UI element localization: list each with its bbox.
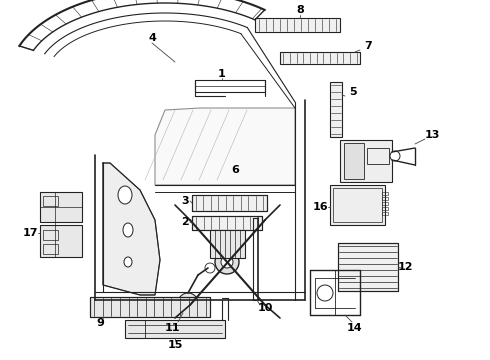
Text: 17: 17 (22, 228, 38, 238)
Text: 7: 7 (364, 41, 372, 51)
Circle shape (183, 298, 193, 308)
Bar (340, 140, 392, 182)
Bar (192, 195, 267, 211)
Text: 15: 15 (167, 340, 183, 350)
Bar (192, 216, 262, 230)
Bar (382, 202, 388, 205)
Bar (43, 196, 58, 206)
Ellipse shape (124, 257, 132, 267)
Text: 16: 16 (312, 202, 328, 212)
Text: 4: 4 (148, 33, 156, 43)
Text: 11: 11 (164, 323, 180, 333)
Bar (90, 297, 210, 317)
Bar (43, 230, 58, 240)
Polygon shape (155, 108, 295, 185)
Bar (338, 243, 398, 291)
Bar (192, 195, 267, 211)
Text: 5: 5 (349, 87, 357, 97)
Circle shape (390, 151, 400, 161)
Bar (367, 148, 389, 164)
Text: 1: 1 (218, 69, 226, 79)
Text: 6: 6 (231, 165, 239, 175)
Circle shape (215, 250, 239, 274)
Bar (382, 207, 388, 210)
Circle shape (317, 285, 333, 301)
Bar (330, 185, 385, 225)
Bar (43, 244, 58, 254)
Text: 14: 14 (347, 323, 363, 333)
Ellipse shape (123, 223, 133, 237)
Bar (338, 243, 398, 291)
Bar (330, 82, 342, 137)
Bar (333, 188, 382, 222)
Text: 13: 13 (424, 130, 440, 140)
Text: 12: 12 (397, 262, 413, 272)
Ellipse shape (118, 186, 132, 204)
Circle shape (221, 256, 233, 268)
Circle shape (178, 293, 198, 313)
Bar (40, 192, 82, 222)
Bar (382, 197, 388, 200)
Polygon shape (103, 163, 160, 295)
Text: 9: 9 (96, 318, 104, 328)
Bar (90, 297, 210, 317)
Text: 10: 10 (257, 303, 273, 313)
Bar (382, 212, 388, 215)
Text: 2: 2 (181, 217, 189, 227)
Bar (255, 18, 340, 32)
Bar (210, 230, 245, 258)
Bar (195, 80, 265, 92)
Bar (382, 192, 388, 195)
Text: 8: 8 (296, 5, 304, 15)
Bar (125, 320, 225, 338)
Circle shape (205, 263, 215, 273)
Bar (344, 143, 364, 179)
Text: 3: 3 (181, 196, 189, 206)
Bar (280, 52, 360, 64)
Bar (192, 216, 262, 230)
Bar (40, 225, 82, 257)
